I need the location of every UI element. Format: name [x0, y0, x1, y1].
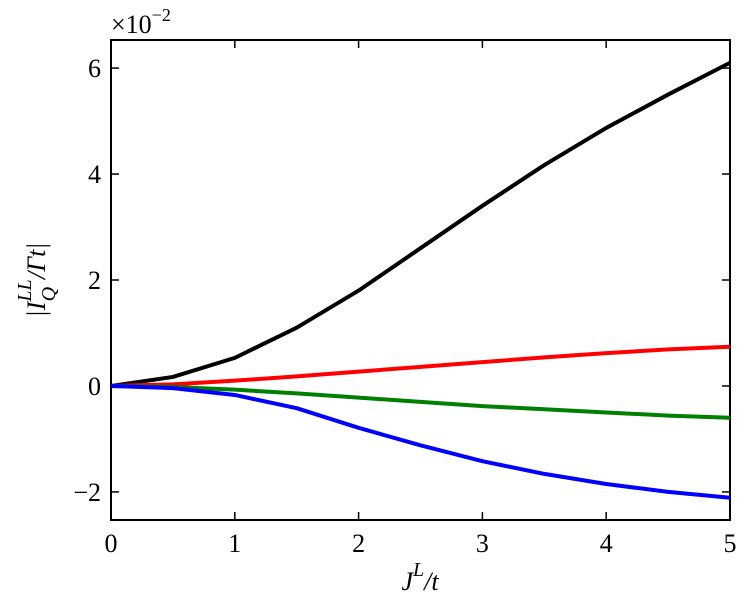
x-axis-label: JL/t [401, 559, 439, 596]
y-axis-label: |ILL Q/Γt| [14, 243, 60, 318]
x-label-sup: L [412, 559, 424, 581]
y-tick-label: 6 [88, 54, 101, 83]
x-tick-label: 5 [724, 529, 737, 558]
y-tick-label: 0 [88, 372, 101, 401]
y-offset-base: ×10 [111, 10, 152, 39]
x-tick-label: 4 [600, 529, 613, 558]
data-line [110, 344, 731, 388]
x-tick-label: 2 [352, 529, 365, 558]
data-line [110, 383, 731, 420]
x-tick-label: 3 [476, 529, 489, 558]
y-offset-text: ×10−2 [111, 5, 171, 39]
y-label-sup: LL [14, 279, 36, 302]
y-offset-sup: −2 [152, 5, 171, 25]
y-tick-label: −2 [73, 478, 101, 507]
x-label-rest: /t [422, 567, 439, 596]
y-tick-label: 4 [88, 160, 101, 189]
data-line [110, 61, 731, 388]
y-label-base: |I [22, 300, 51, 317]
x-tick-label: 1 [228, 529, 241, 558]
y-tick-label: 2 [88, 266, 101, 295]
y-label-sub: Q [38, 286, 60, 301]
y-label-rest: /Γt| [22, 243, 51, 281]
data-line [110, 383, 731, 500]
x-tick-label: 0 [105, 529, 118, 558]
x-label-base: J [401, 567, 414, 596]
